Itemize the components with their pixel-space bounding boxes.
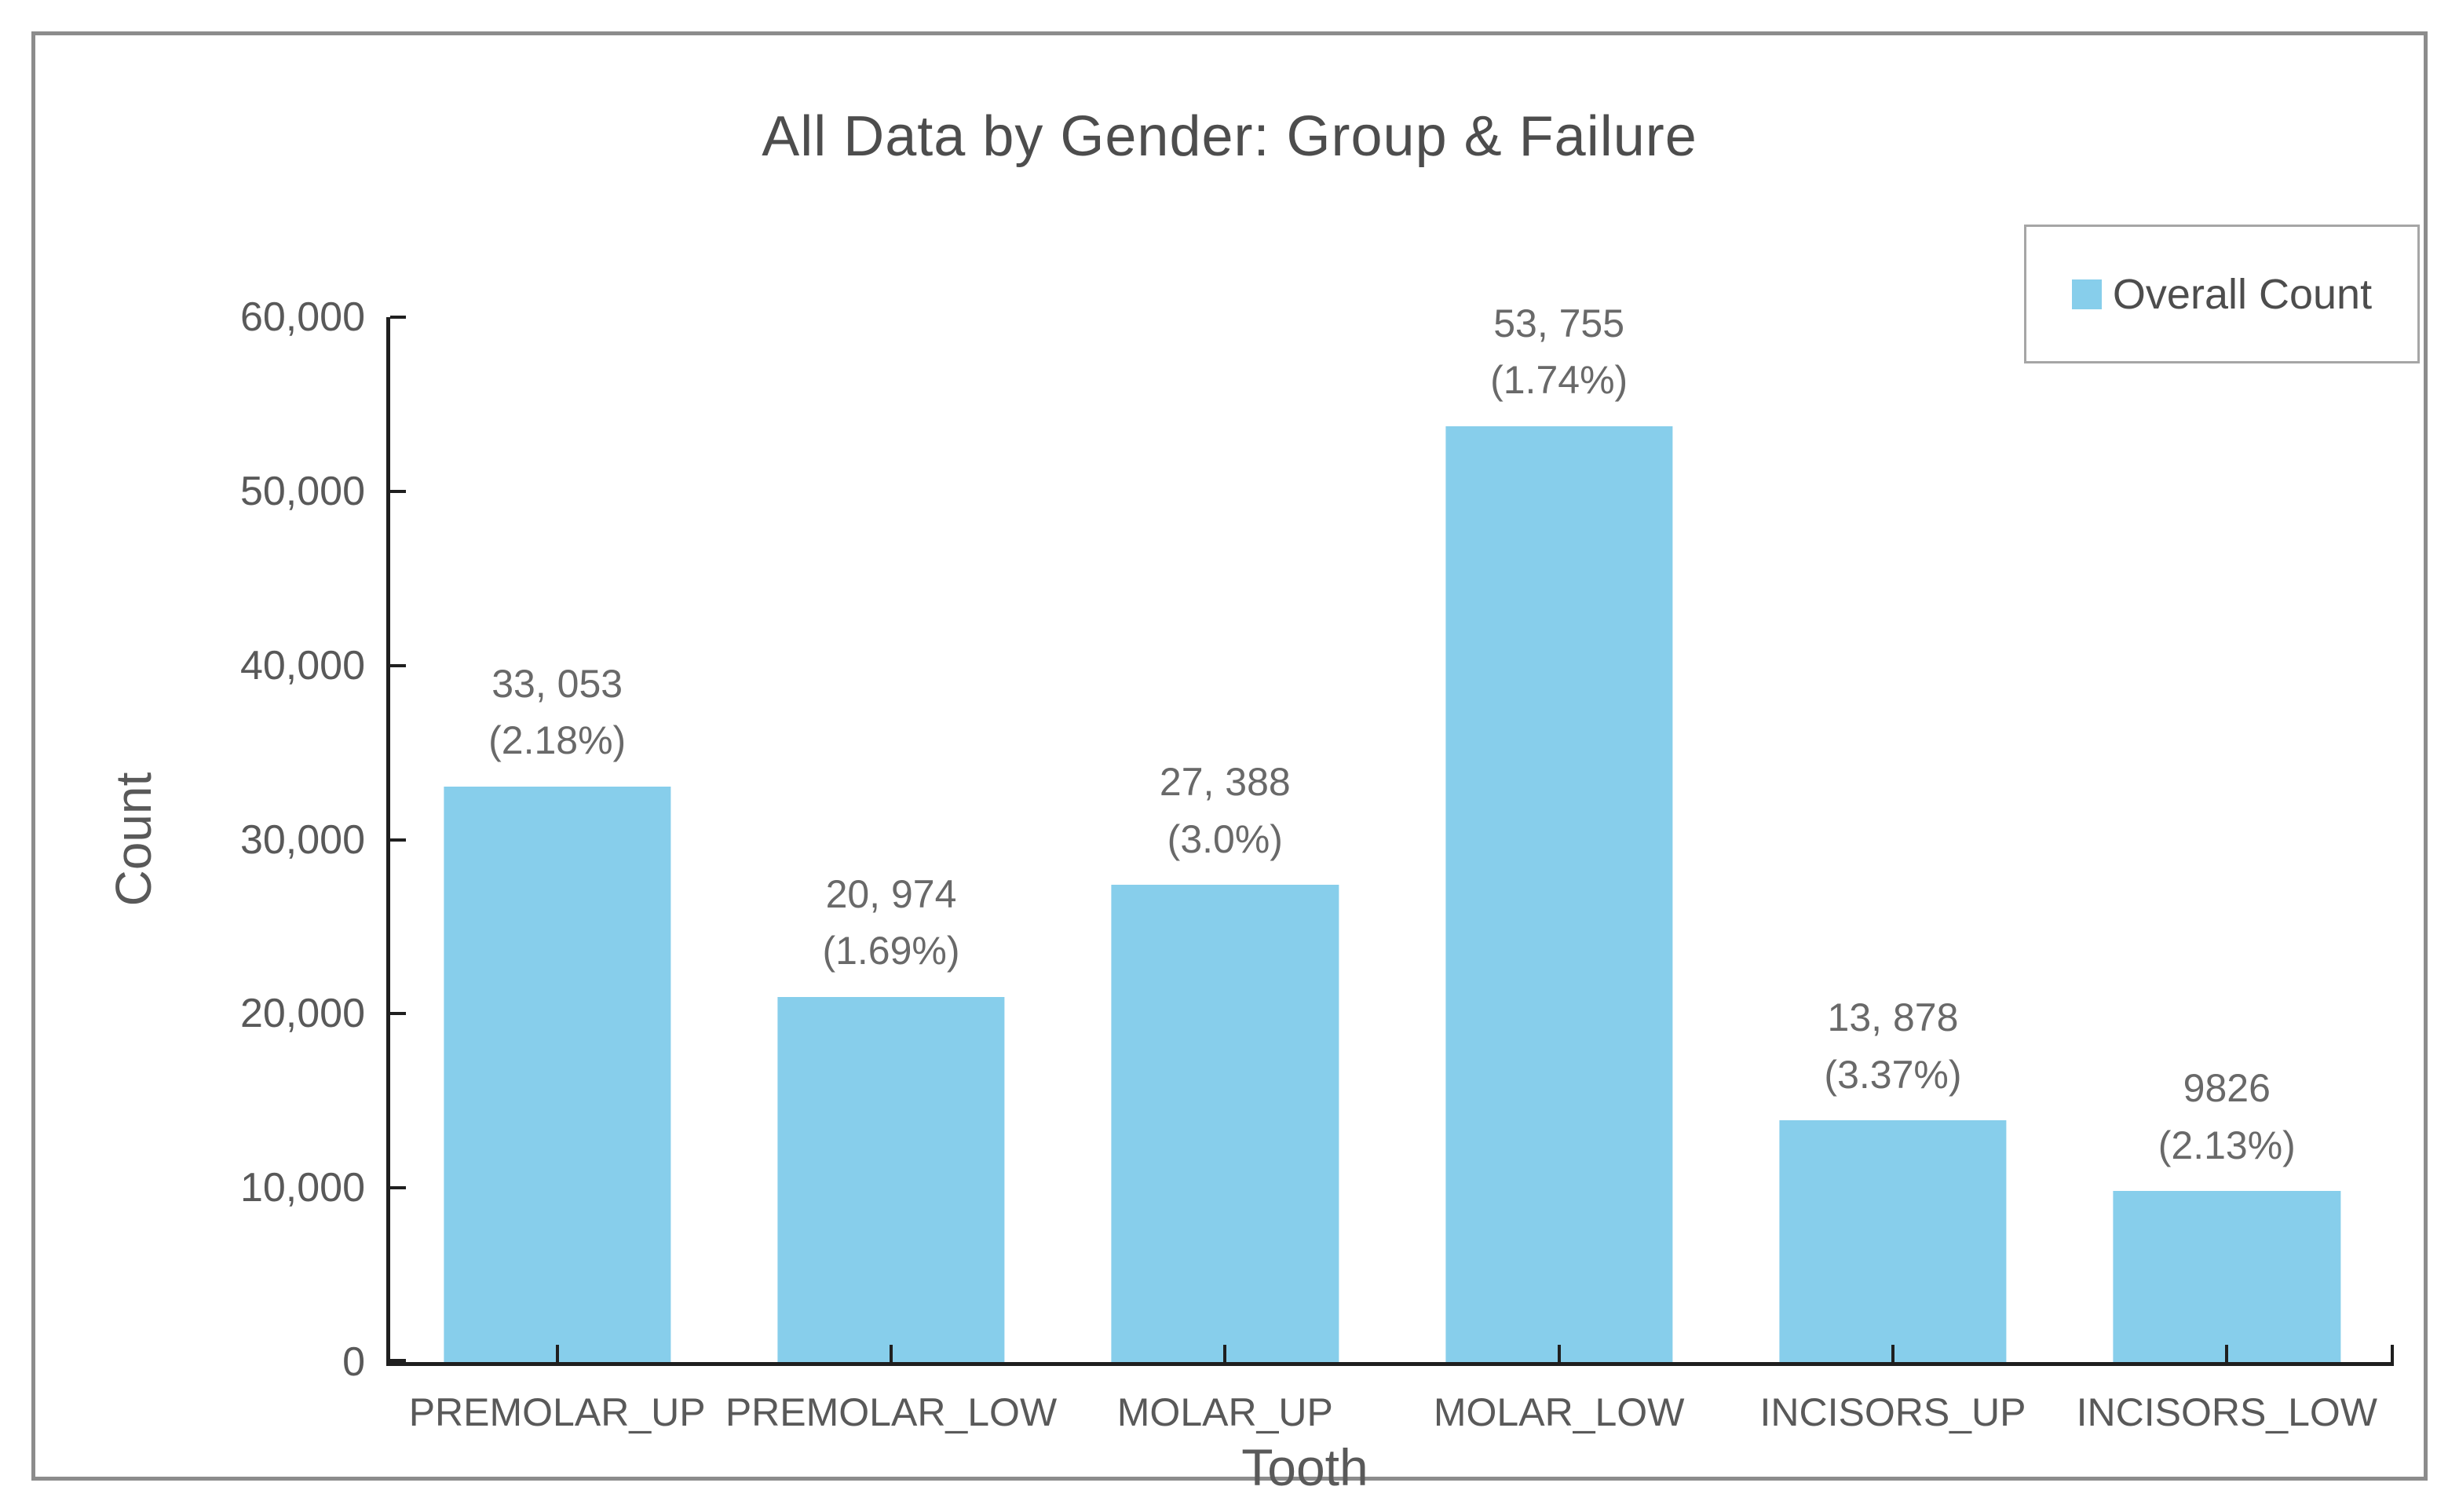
y-axis-tick-label: 40,000 — [239, 642, 365, 688]
bar-data-label: 53, 755 (1.74%) — [1490, 295, 1628, 409]
bar-column: 13, 878 (3.37%) INCISORS_UP — [1726, 317, 2059, 1434]
x-axis-tick-label: PREMOLAR_UP — [408, 1390, 706, 1434]
bar — [777, 996, 1005, 1362]
bar-data-label: 27, 388 (3.0%) — [1160, 754, 1291, 867]
bar-column: 20, 974 (1.69%) PREMOLAR_LOW — [724, 317, 1058, 1434]
x-axis-tick-label: MOLAR_LOW — [1433, 1390, 1685, 1434]
y-axis-tick-label: 10,000 — [239, 1165, 365, 1211]
bar-percent-label: (1.69%) — [822, 929, 960, 973]
x-axis-tick-label: PREMOLAR_LOW — [725, 1390, 1058, 1434]
bar-column: 33, 053 (2.18%) PREMOLAR_UP — [390, 317, 724, 1434]
bar-count-label: 20, 974 — [825, 871, 957, 916]
y-axis-tick-label: 20,000 — [239, 991, 365, 1037]
bar-data-label: 9826 (2.13%) — [2158, 1060, 2296, 1174]
bar-column: 27, 388 (3.0%) MOLAR_UP — [1058, 317, 1392, 1434]
x-axis-tick-label: MOLAR_UP — [1116, 1390, 1333, 1434]
bar-percent-label: (2.18%) — [488, 718, 627, 763]
y-tick-mark — [390, 1012, 406, 1016]
x-tick-mark — [889, 1345, 893, 1362]
x-tick-mark — [555, 1345, 559, 1362]
x-tick-mark — [2225, 1345, 2229, 1362]
x-axis-tick-label: INCISORS_UP — [1759, 1390, 2026, 1434]
y-tick-mark — [390, 1186, 406, 1190]
y-tick-mark — [390, 1359, 406, 1362]
y-tick-mark — [390, 316, 406, 319]
bar — [1779, 1120, 2007, 1362]
x-tick-mark — [1223, 1345, 1227, 1362]
chart-frame: All Data by Gender: Group & Failure Over… — [31, 31, 2428, 1496]
bar-columns: 33, 053 (2.18%) PREMOLAR_UP 20, 974 (1.69%) P… — [390, 301, 2394, 1434]
x-tick-mark — [1557, 1345, 1561, 1362]
bar-count-label: 9826 — [2183, 1066, 2271, 1111]
y-tick-mark — [390, 489, 406, 493]
x-axis-title: Tooth — [1241, 1438, 1368, 1496]
bar-data-label: 20, 974 (1.69%) — [822, 866, 959, 980]
bar — [1111, 885, 1339, 1362]
y-axis-tick-label: 50,000 — [239, 468, 365, 514]
bar-data-label: 33, 053 (2.18%) — [488, 656, 626, 769]
bar — [2113, 1191, 2340, 1362]
x-tick-mark — [1891, 1345, 1894, 1362]
legend-label: Overall Count — [2112, 270, 2373, 318]
bar-data-label: 13, 878 (3.37%) — [1824, 989, 1961, 1103]
bar-count-label: 27, 388 — [1159, 760, 1291, 805]
x-axis-tick-label: INCISORS_LOW — [2076, 1390, 2377, 1434]
y-axis-tick-label: 30,000 — [239, 816, 365, 863]
y-axis-tick-label: 60,000 — [239, 294, 365, 340]
bar-percent-label: (1.74%) — [1490, 358, 1628, 403]
plot-area: 33, 053 (2.18%) PREMOLAR_UP 20, 974 (1.69%) P… — [386, 301, 2394, 1434]
bar — [444, 786, 671, 1362]
x-axis-end-tick — [2391, 1345, 2394, 1362]
bar-count-label: 53, 755 — [1493, 301, 1625, 345]
y-tick-mark — [390, 838, 406, 842]
chart-title: All Data by Gender: Group & Failure — [762, 105, 1697, 168]
bar-count-label: 13, 878 — [1827, 995, 1959, 1040]
bar-column: 9826 (2.13%) INCISORS_LOW — [2060, 317, 2394, 1434]
bar-percent-label: (2.13%) — [2158, 1123, 2296, 1167]
legend: Overall Count — [2024, 225, 2420, 363]
bar-column: 53, 755 (1.74%) MOLAR_LOW — [1392, 301, 1726, 1434]
bar — [1445, 425, 1673, 1362]
bar-count-label: 33, 053 — [491, 661, 623, 706]
y-axis-tick-label: 0 — [342, 1339, 365, 1385]
bar-percent-label: (3.0%) — [1167, 816, 1283, 861]
y-tick-mark — [390, 663, 406, 667]
legend-swatch-icon — [2071, 279, 2102, 309]
bar-percent-label: (3.37%) — [1824, 1052, 1962, 1097]
y-axis-tick-labels: 0 10,000 20,000 30,000 40,000 50,000 60,000 — [35, 294, 365, 1385]
